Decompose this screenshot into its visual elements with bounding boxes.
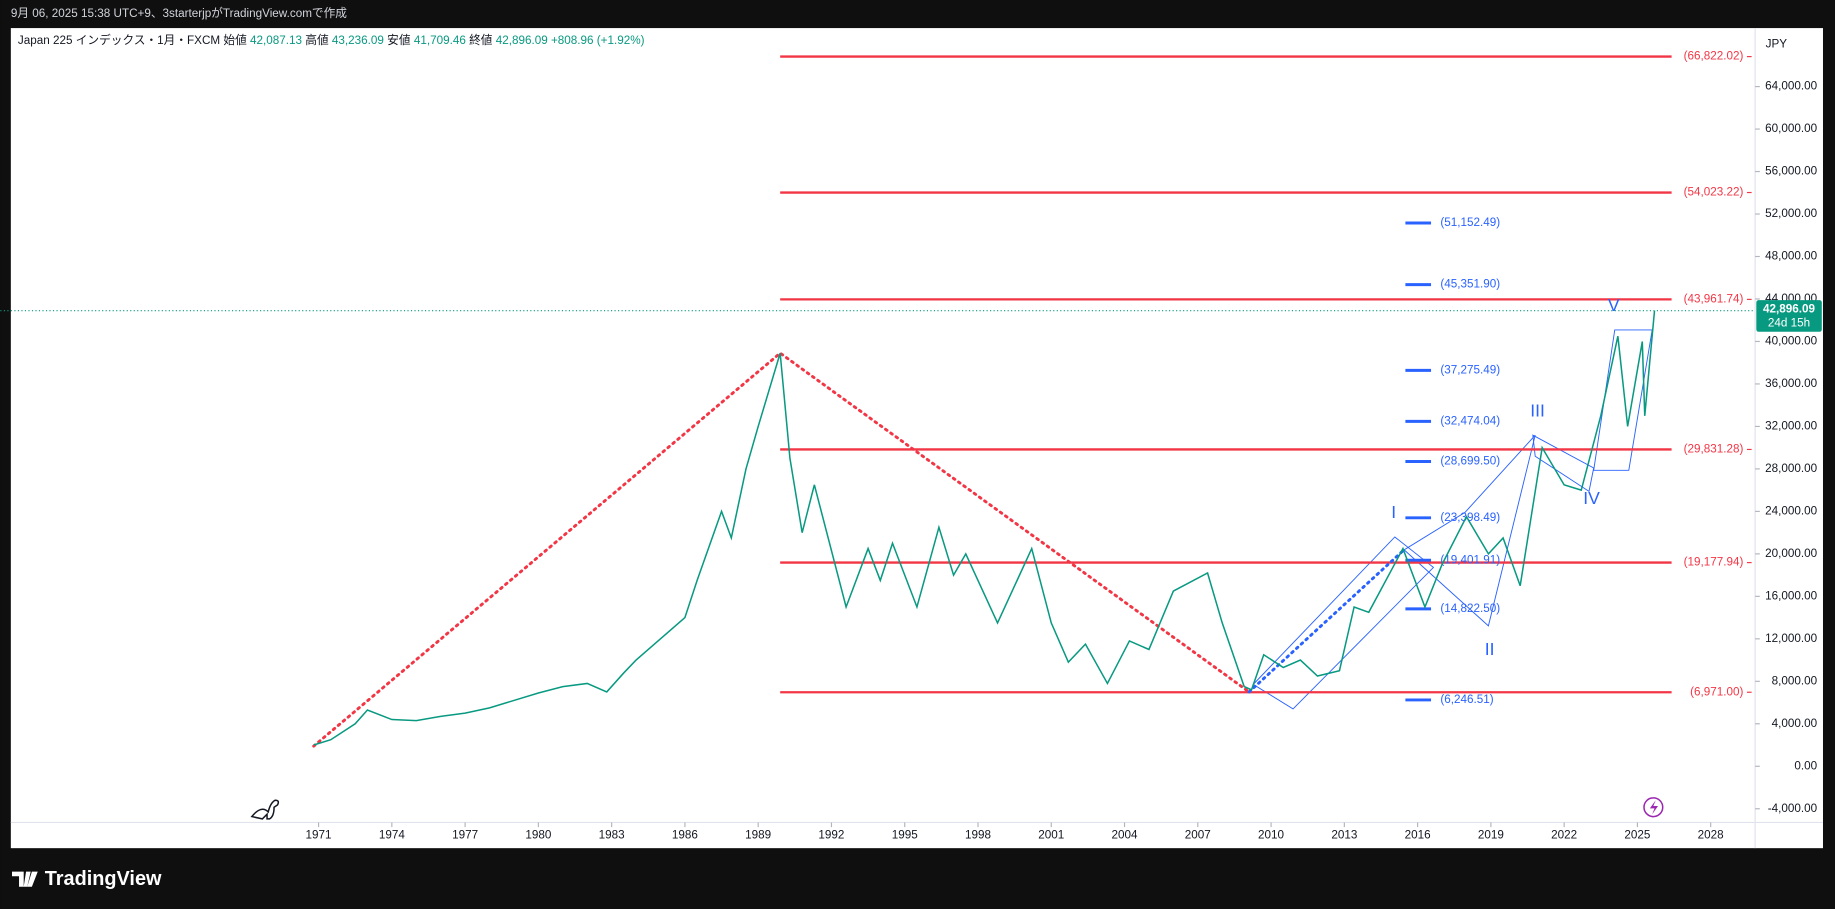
y-tick-label: 24,000.00 [1765, 504, 1817, 517]
ohlc-value: 43,236.09 [332, 34, 384, 47]
x-tick-label: 1971 [306, 828, 332, 841]
currency: JPY [1766, 38, 1788, 51]
x-tick-label: 2007 [1185, 828, 1211, 841]
y-tick-label: 0.00 [1794, 759, 1817, 772]
chart-panel [10, 28, 1823, 849]
y-tick-label: 32,000.00 [1765, 420, 1817, 433]
level-label: (6,971.00) [1690, 685, 1743, 698]
legend: Japan 225 インデックス・1月・FXCM 始値 42,087.13 高値… [18, 33, 645, 47]
fib-label: (45,351.90) [1440, 278, 1500, 291]
countdown: 24d 15h [1768, 317, 1810, 330]
y-tick-label: 4,000.00 [1772, 717, 1818, 730]
wave-label: II [1485, 639, 1495, 659]
lightning-icon[interactable] [1643, 797, 1664, 818]
level-label: (66,822.02) [1684, 50, 1744, 63]
x-tick-label: 1989 [745, 828, 771, 841]
wave-label: III [1530, 400, 1545, 420]
ohlc-name: 始値 [223, 33, 247, 47]
x-tick-label: 2028 [1698, 828, 1724, 841]
fib-label: (19,401.91) [1440, 553, 1500, 566]
x-tick-label: 2001 [1038, 828, 1064, 841]
ohlc-value: 42,087.13 [250, 34, 302, 47]
wave-label: V [1608, 295, 1620, 315]
ohlc-name: 安値 [387, 33, 411, 47]
ohlc-value: 41,709.46 [414, 34, 466, 47]
ohlc-name: 高値 [305, 33, 329, 47]
x-tick-label: 1998 [965, 828, 991, 841]
fib-label: (6,246.51) [1440, 693, 1493, 706]
x-tick-label: 2022 [1551, 828, 1577, 841]
y-tick-label: 40,000.00 [1765, 335, 1817, 348]
y-tick-label: -4,000.00 [1768, 802, 1818, 815]
x-tick-label: 1977 [452, 828, 478, 841]
fib-label: (51,152.49) [1440, 216, 1500, 229]
level-label: (29,831.28) [1684, 443, 1744, 456]
fib-label: (28,699.50) [1440, 455, 1500, 468]
brand-logo[interactable] [12, 871, 38, 887]
y-tick-label: 36,000.00 [1765, 377, 1817, 390]
level-label: (43,961.74) [1684, 292, 1744, 305]
x-tick-label: 1983 [599, 828, 625, 841]
x-tick-label: 1974 [379, 828, 406, 841]
last-price-box [1756, 300, 1822, 332]
wave-label: I [1391, 502, 1396, 522]
ohlc-name: 終値 [469, 33, 493, 47]
x-tick-label: 2010 [1258, 828, 1285, 841]
brand: TradingView [45, 868, 162, 890]
x-tick-label: 1992 [818, 828, 844, 841]
x-tick-label: 1986 [672, 828, 698, 841]
x-tick-label: 2004 [1112, 828, 1139, 841]
x-tick-label: 2013 [1331, 828, 1357, 841]
x-tick-label: 2019 [1478, 828, 1504, 841]
symbol: Japan 225 インデックス・1月・FXCM [18, 33, 220, 47]
y-tick-label: 48,000.00 [1765, 250, 1817, 263]
y-tick-label: 8,000.00 [1772, 674, 1818, 687]
y-tick-label: 16,000.00 [1765, 589, 1817, 602]
fib-label: (23,398.49) [1440, 511, 1500, 524]
y-tick-label: 60,000.00 [1765, 122, 1817, 135]
x-tick-label: 1980 [525, 828, 552, 841]
y-tick-label: 28,000.00 [1765, 462, 1817, 475]
x-tick-label: 2016 [1405, 828, 1431, 841]
legend-text: Japan 225 インデックス・1月・FXCM 始値 42,087.13 高値… [18, 33, 645, 47]
fib-label: (32,474.04) [1440, 414, 1500, 427]
ohlc-value: 42,896.09 [496, 34, 548, 47]
level-label: (54,023.22) [1684, 186, 1744, 199]
y-tick-label: 56,000.00 [1765, 165, 1817, 178]
channel [1403, 434, 1536, 627]
dino-icon[interactable] [250, 799, 280, 820]
wave-label: IV [1583, 488, 1600, 508]
y-tick-label: 12,000.00 [1765, 632, 1817, 645]
channel [1252, 536, 1435, 710]
level-label: (19,177.94) [1684, 556, 1744, 569]
y-tick-label: 20,000.00 [1765, 547, 1817, 560]
price-line [313, 310, 1656, 746]
y-tick-label: 52,000.00 [1765, 207, 1817, 220]
fib-label: (37,275.49) [1440, 363, 1500, 376]
header: 9月 06, 2025 15:38 UTC+9、3starterjpがTradi… [11, 6, 347, 20]
fib-label: (14,822.50) [1440, 602, 1500, 615]
last-price-label: 42,896.09 [1763, 303, 1815, 316]
trend-line [1247, 547, 1407, 694]
x-tick-label: 2025 [1624, 828, 1651, 841]
change: +808.96 (+1.92%) [551, 34, 645, 47]
y-tick-label: 64,000.00 [1765, 80, 1817, 93]
x-tick-label: 1995 [892, 828, 919, 841]
